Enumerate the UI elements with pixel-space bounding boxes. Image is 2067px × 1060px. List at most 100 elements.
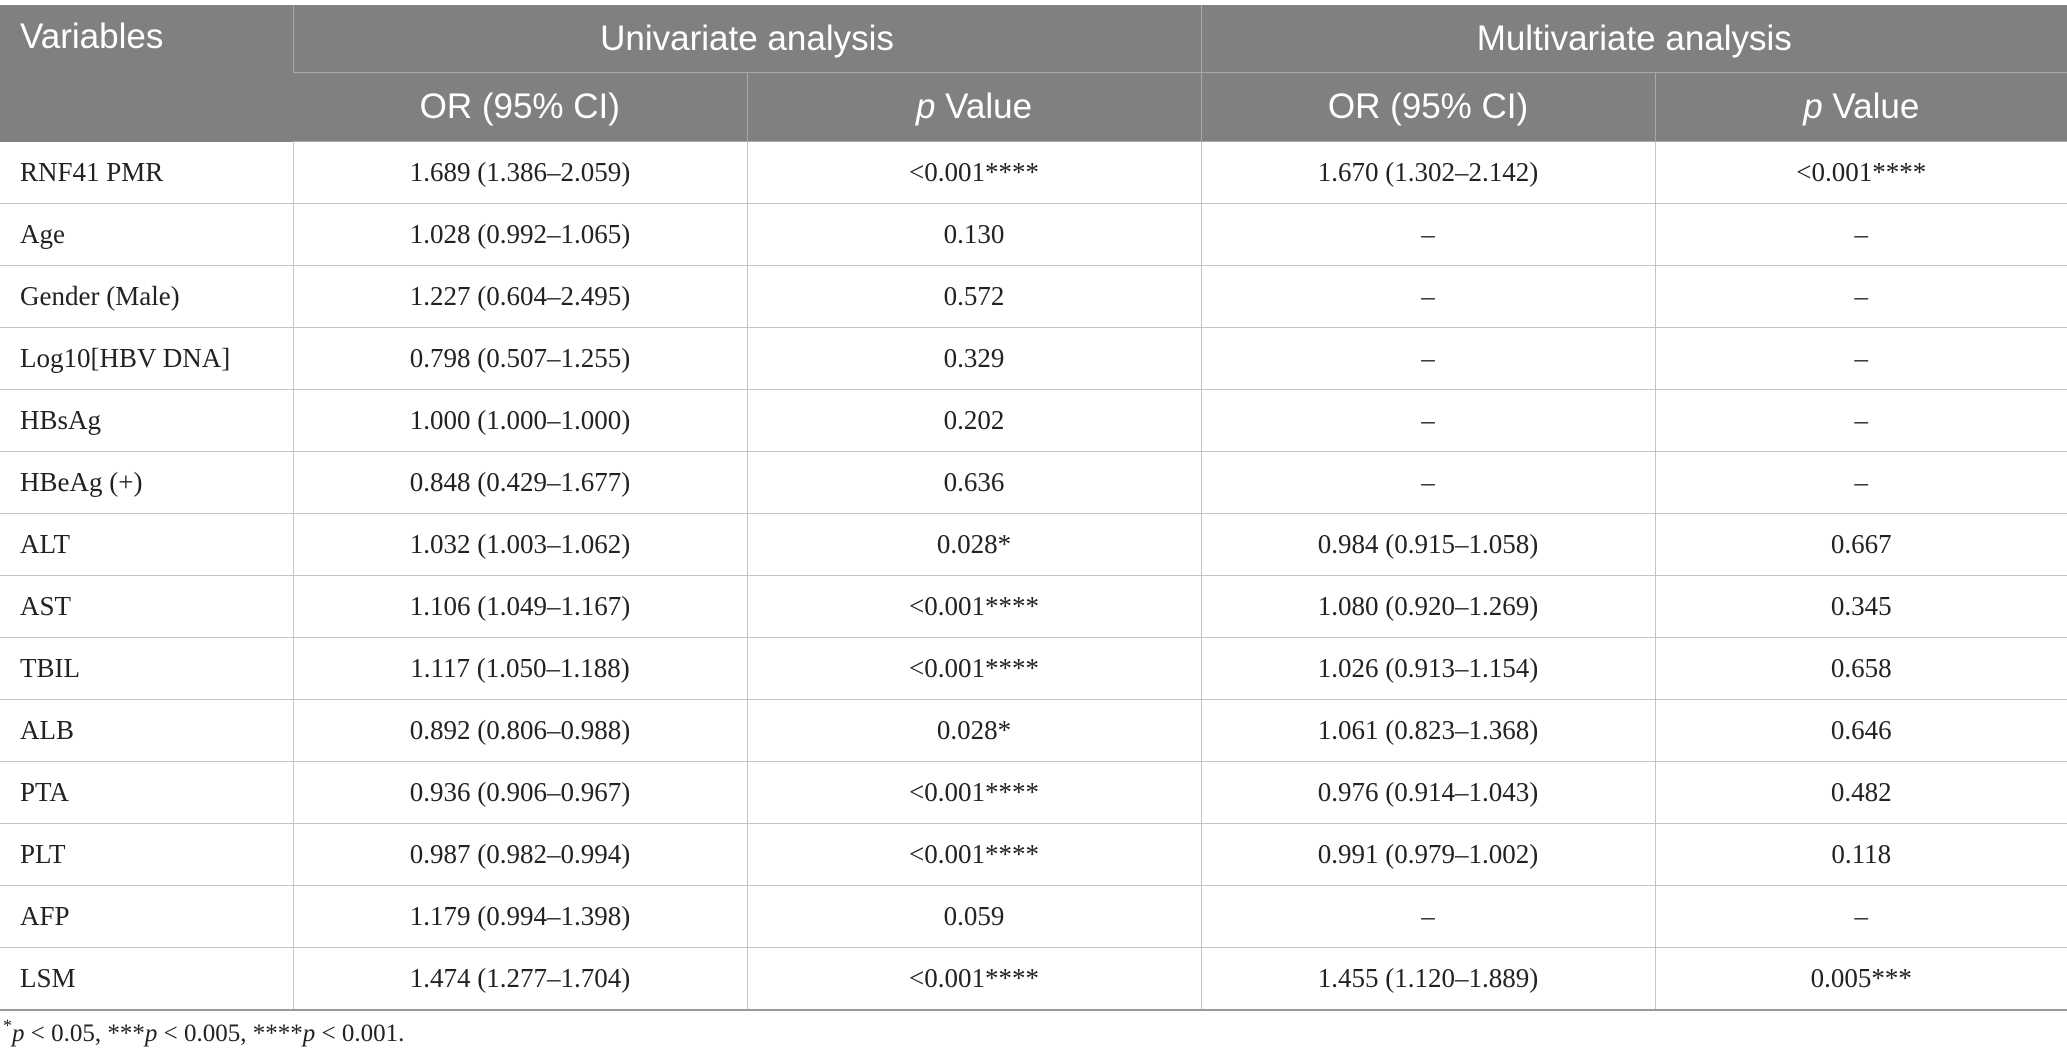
header-univariate-or-ci: OR (95% CI)	[293, 72, 747, 142]
table-row: PTA 0.936 (0.906–0.967) <0.001**** 0.976 (0…	[0, 761, 2067, 824]
table-row: ALT 1.032 (1.003–1.062) 0.028* 0.984 (0.915…	[0, 513, 2067, 576]
cell-multivariate-or-ci: –	[1200, 885, 1655, 948]
table-footnote: *p < 0.05, ***p < 0.005, ****p < 0.001.	[3, 1017, 405, 1048]
cell-univariate-p-value: <0.001****	[746, 761, 1201, 824]
cell-univariate-or-ci: 0.936 (0.906–0.967)	[292, 761, 747, 824]
cell-multivariate-p-value: 0.345	[1654, 575, 2067, 638]
cell-multivariate-or-ci: –	[1200, 451, 1655, 514]
cell-multivariate-p-value: –	[1654, 451, 2067, 514]
table-row: TBIL 1.117 (1.050–1.188) <0.001**** 1.026 (…	[0, 637, 2067, 700]
header-p-italic: p	[915, 87, 936, 126]
cell-multivariate-p-value: 0.482	[1654, 761, 2067, 824]
header-p-italic: p	[1803, 87, 1823, 126]
header-multivariate-analysis: Multivariate analysis	[1200, 5, 2067, 73]
cell-univariate-p-value: <0.001****	[746, 823, 1201, 886]
header-variables: Variables	[0, 5, 293, 142]
table-header: Variables Univariate analysis Multivaria…	[0, 5, 2067, 142]
cell-univariate-or-ci: 1.474 (1.277–1.704)	[292, 947, 747, 1011]
cell-univariate-or-ci: 1.227 (0.604–2.495)	[292, 265, 747, 328]
cell-univariate-p-value: <0.001****	[746, 141, 1201, 204]
cell-univariate-or-ci: 1.028 (0.992–1.065)	[292, 203, 747, 266]
footnote-text: < 0.05, ***	[24, 1020, 145, 1047]
table-row: Age 1.028 (0.992–1.065) 0.130– –	[0, 203, 2067, 266]
cell-univariate-p-value: 0.028*	[746, 513, 1201, 576]
cell-multivariate-or-ci: 0.976 (0.914–1.043)	[1200, 761, 1655, 824]
cell-multivariate-or-ci: 1.080 (0.920–1.269)	[1200, 575, 1655, 638]
cell-univariate-or-ci: 1.106 (1.049–1.167)	[292, 575, 747, 638]
cell-variable: Log10[HBV DNA]	[0, 327, 293, 390]
cell-multivariate-p-value: 0.667	[1654, 513, 2067, 576]
cell-variable: Gender (Male)	[0, 265, 293, 328]
footnote-text: < 0.005, ****	[157, 1020, 303, 1047]
cell-multivariate-or-ci: 1.455 (1.120–1.889)	[1200, 947, 1655, 1011]
footnote-p-italic: p	[12, 1020, 25, 1047]
footnote-text: < 0.001.	[315, 1020, 405, 1047]
cell-variable: TBIL	[0, 637, 293, 700]
cell-univariate-p-value: 0.329	[746, 327, 1201, 390]
table-row: LSM 1.474 (1.277–1.704) <0.001**** 1.455 (1…	[0, 947, 2067, 1011]
cell-multivariate-p-value: –	[1654, 265, 2067, 328]
cell-univariate-p-value: 0.130	[746, 203, 1201, 266]
cell-multivariate-or-ci: 1.026 (0.913–1.154)	[1200, 637, 1655, 700]
footnote-p-italic: p	[144, 1020, 158, 1047]
table-row: HBsAg 1.000 (1.000–1.000) 0.202– –	[0, 389, 2067, 452]
cell-univariate-p-value: 0.636	[746, 451, 1201, 514]
cell-univariate-or-ci: 1.179 (0.994–1.398)	[292, 885, 747, 948]
cell-univariate-p-value: <0.001****	[746, 947, 1201, 1011]
cell-univariate-p-value: <0.001****	[746, 637, 1201, 700]
cell-univariate-or-ci: 0.798 (0.507–1.255)	[292, 327, 747, 390]
cell-multivariate-or-ci: –	[1200, 265, 1655, 328]
header-multivariate-or-ci: OR (95% CI)	[1200, 72, 1655, 142]
cell-variable: AST	[0, 575, 293, 638]
cell-multivariate-or-ci: 0.984 (0.915–1.058)	[1200, 513, 1655, 576]
table-row: ALB 0.892 (0.806–0.988) 0.028* 1.061 (0.823…	[0, 699, 2067, 762]
cell-multivariate-p-value: –	[1654, 389, 2067, 452]
cell-multivariate-or-ci: 1.061 (0.823–1.368)	[1200, 699, 1655, 762]
cell-multivariate-or-ci: –	[1200, 389, 1655, 452]
cell-multivariate-p-value: –	[1654, 203, 2067, 266]
cell-multivariate-p-value: 0.118	[1654, 823, 2067, 886]
header-univariate-p-value: p Value	[746, 72, 1201, 142]
cell-variable: HBeAg (+)	[0, 451, 293, 514]
cell-multivariate-p-value: 0.005***	[1654, 947, 2067, 1011]
cell-variable: PLT	[0, 823, 293, 886]
header-multivariate-p-value: p Value	[1654, 72, 2067, 142]
cell-univariate-or-ci: 1.032 (1.003–1.062)	[292, 513, 747, 576]
footnote-asterisk: *	[3, 1015, 12, 1036]
header-row-columns: OR (95% CI) p Value OR (95% CI) p Value	[0, 72, 2067, 142]
cell-variable: LSM	[0, 947, 293, 1011]
cell-variable: RNF41 PMR	[0, 141, 293, 204]
header-value-label: Value	[1822, 87, 1920, 126]
table-row: Log10[HBV DNA] 0.798 (0.507–1.255) 0.329– –	[0, 327, 2067, 390]
cell-univariate-p-value: 0.202	[746, 389, 1201, 452]
cell-variable: PTA	[0, 761, 293, 824]
cell-univariate-p-value: <0.001****	[746, 575, 1201, 638]
cell-univariate-or-ci: 0.848 (0.429–1.677)	[292, 451, 747, 514]
table-row: Gender (Male) 1.227 (0.604–2.495) 0.572– –	[0, 265, 2067, 328]
header-row-groups: Variables Univariate analysis Multivaria…	[0, 5, 2067, 142]
cell-multivariate-or-ci: –	[1200, 203, 1655, 266]
footnote-p-italic: p	[302, 1020, 316, 1047]
cell-univariate-p-value: 0.059	[746, 885, 1201, 948]
cell-variable: ALB	[0, 699, 293, 762]
table-row: AST 1.106 (1.049–1.167) <0.001**** 1.080 (0…	[0, 575, 2067, 638]
cell-variable: AFP	[0, 885, 293, 948]
cell-multivariate-p-value: –	[1654, 885, 2067, 948]
cell-univariate-p-value: 0.028*	[746, 699, 1201, 762]
cell-variable: HBsAg	[0, 389, 293, 452]
cell-multivariate-p-value: 0.646	[1654, 699, 2067, 762]
table-row: PLT 0.987 (0.982–0.994) <0.001**** 0.991 (0…	[0, 823, 2067, 886]
cell-multivariate-or-ci: 0.991 (0.979–1.002)	[1200, 823, 1655, 886]
table-row: RNF41 PMR 1.689 (1.386–2.059) <0.001**** 1.…	[0, 141, 2067, 204]
cell-univariate-or-ci: 1.000 (1.000–1.000)	[292, 389, 747, 452]
cell-multivariate-p-value: –	[1654, 327, 2067, 390]
table-body: RNF41 PMR 1.689 (1.386–2.059) <0.001**** 1.…	[0, 141, 2067, 1011]
cell-variable: Age	[0, 203, 293, 266]
table-row: AFP 1.179 (0.994–1.398) 0.059– –	[0, 885, 2067, 948]
cell-univariate-or-ci: 1.689 (1.386–2.059)	[292, 141, 747, 204]
cell-multivariate-or-ci: 1.670 (1.302–2.142)	[1200, 141, 1655, 204]
regression-results-table: Variables Univariate analysis Multivaria…	[0, 5, 2067, 1011]
table-row: HBeAg (+) 0.848 (0.429–1.677) 0.636– –	[0, 451, 2067, 514]
cell-univariate-or-ci: 0.987 (0.982–0.994)	[292, 823, 747, 886]
header-value-label: Value	[935, 87, 1033, 126]
